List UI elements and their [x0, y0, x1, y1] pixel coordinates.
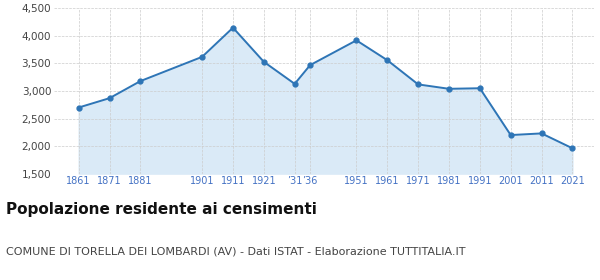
Text: COMUNE DI TORELLA DEI LOMBARDI (AV) - Dati ISTAT - Elaborazione TUTTITALIA.IT: COMUNE DI TORELLA DEI LOMBARDI (AV) - Da… — [6, 246, 466, 256]
Text: Popolazione residente ai censimenti: Popolazione residente ai censimenti — [6, 202, 317, 217]
